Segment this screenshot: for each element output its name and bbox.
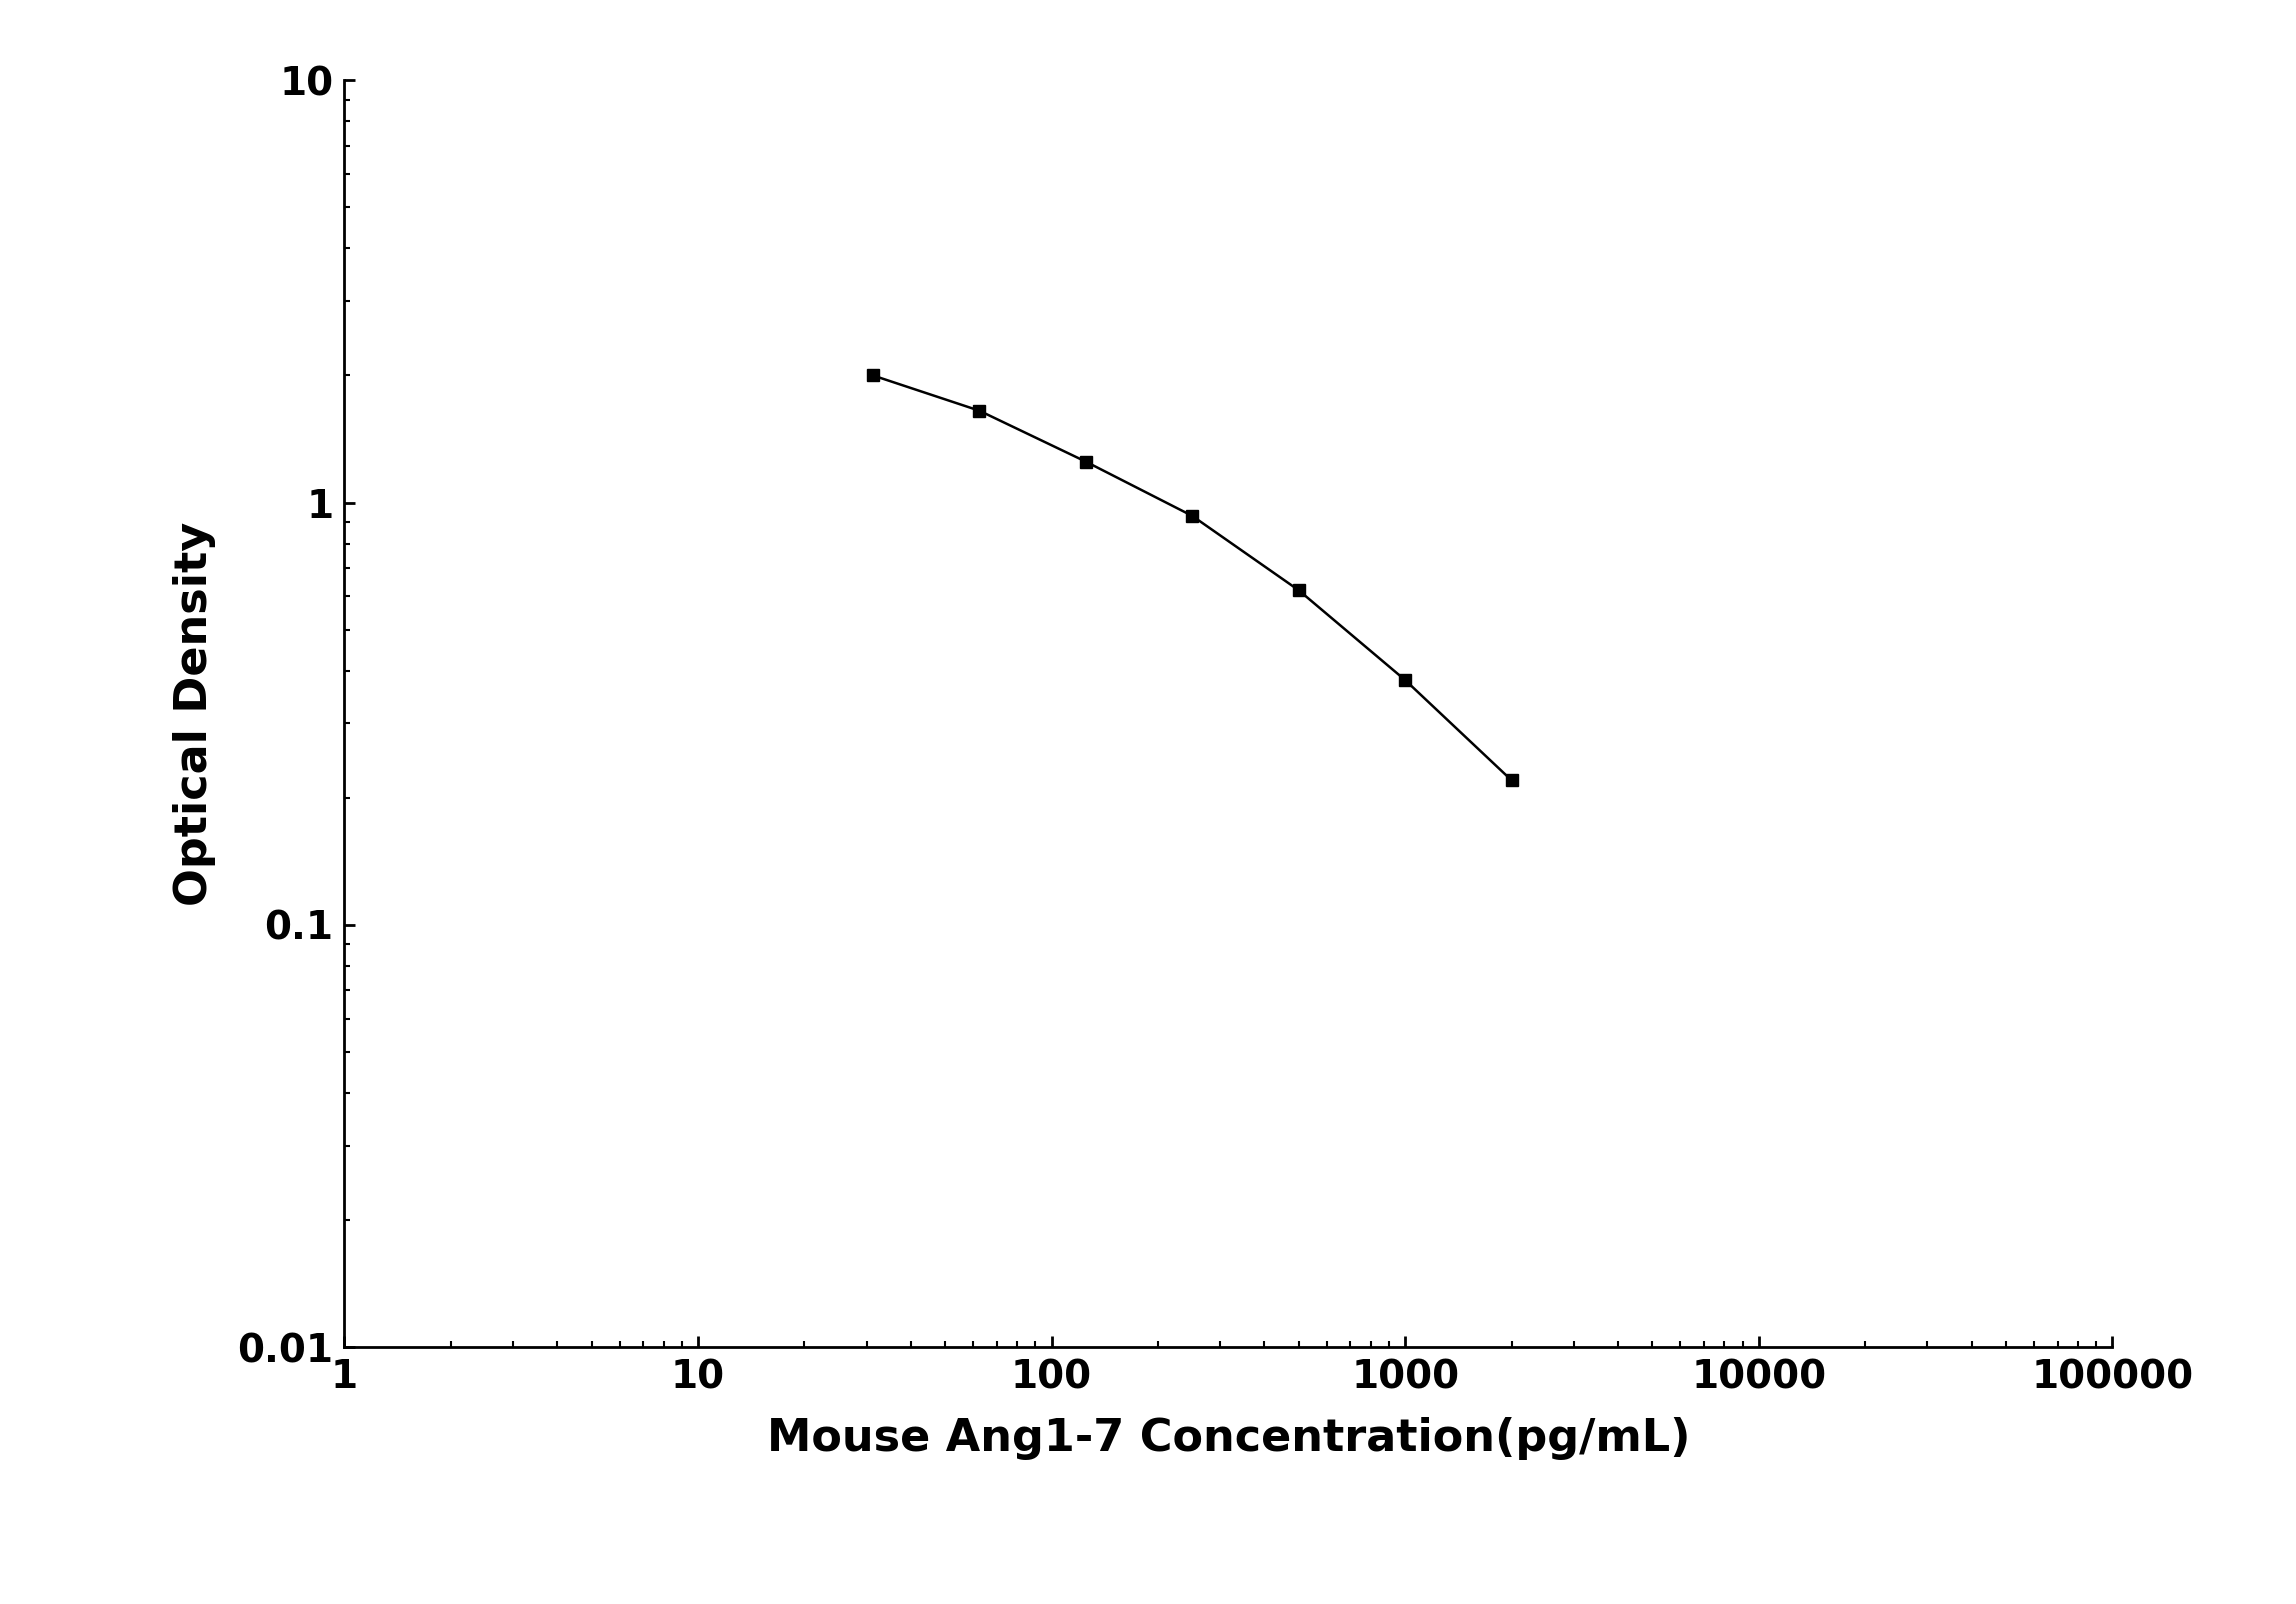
Y-axis label: Optical Density: Optical Density (174, 521, 216, 906)
X-axis label: Mouse Ang1-7 Concentration(pg/mL): Mouse Ang1-7 Concentration(pg/mL) (767, 1418, 1690, 1460)
